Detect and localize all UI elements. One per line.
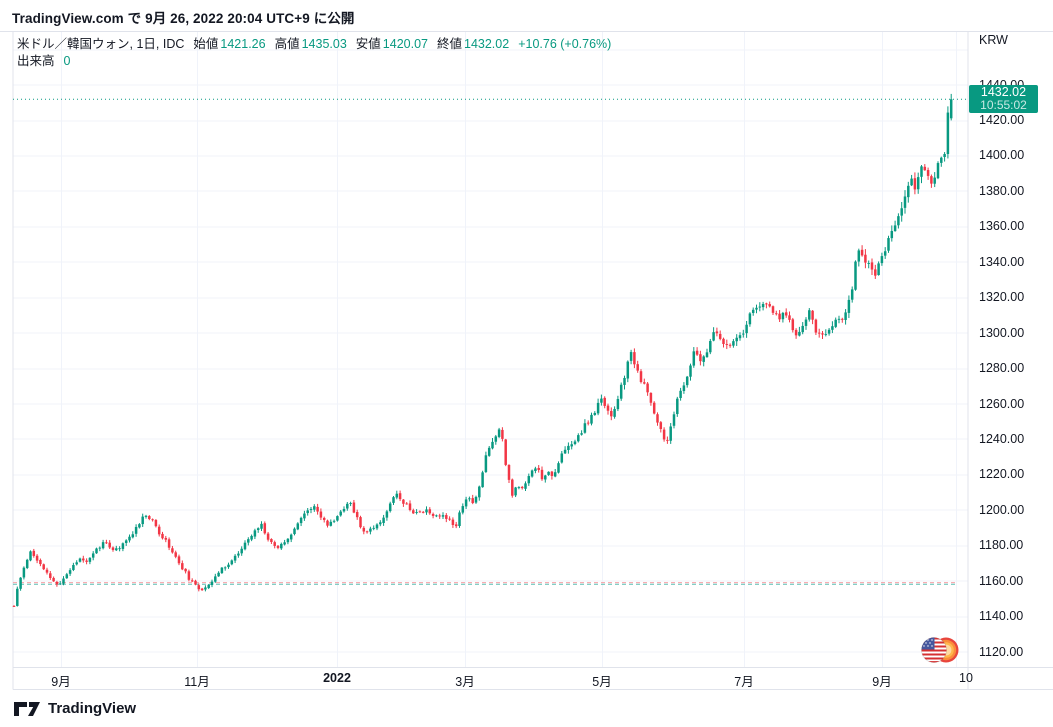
publish-text: TradingView.com で 9月 26, 2022 20:04 UTC+… [12, 11, 355, 26]
price-axis-label: 1300.00 [979, 325, 1025, 340]
price-axis-label: 1220.00 [979, 467, 1025, 482]
tradingview-logo-icon [14, 701, 40, 716]
close-value-pair: 終値 1432.02 [436, 37, 510, 51]
last-price-badge: 1432.02 10:55:02 [969, 85, 1038, 114]
price-axis-label: 1420.00 [979, 113, 1025, 128]
candlestick-series [12, 93, 953, 607]
symbol-title[interactable]: 米ドル／韓国ウォン, 1日, IDC [17, 37, 185, 51]
time-axis[interactable]: 9月 11月 2022 3月 5月 7月 9月 10 [0, 667, 1053, 689]
price-axis-label: 1200.00 [979, 502, 1025, 517]
brand-text: TradingView [48, 700, 137, 717]
bar-countdown: 10:55:02 [980, 98, 1027, 113]
price-axis-label: 1360.00 [979, 219, 1025, 234]
price-axis-label: 1280.00 [979, 361, 1025, 376]
price-axis-label: 1140.00 [979, 609, 1024, 624]
time-axis-label: 7月 [734, 675, 754, 689]
price-axis-label: 1240.00 [979, 431, 1025, 446]
open-value-pair: 始値 1421.26 [193, 37, 266, 51]
price-axis-currency: KRW [979, 33, 1008, 47]
change-value: +10.76 (+0.76%) [518, 37, 612, 51]
high-value-pair: 高値 1435.03 [274, 37, 347, 51]
symbol-pair-flags-icon[interactable] [920, 636, 960, 664]
time-axis-label: 11月 [184, 675, 210, 689]
price-axis-label: 1120.00 [979, 644, 1024, 659]
time-axis-label: 5月 [592, 675, 612, 689]
publish-info: TradingView.com で 9月 26, 2022 20:04 UTC+… [12, 7, 355, 27]
low-value-pair: 安値 1420.07 [355, 37, 428, 51]
volume-value: 0 [63, 54, 71, 68]
last-price-value: 1432.02 [980, 85, 1027, 100]
chart-legend: 米ドル／韓国ウォン, 1日, IDC 始値 1421.26 高値 1435.03 安… [17, 36, 611, 70]
price-axis-label: 1400.00 [979, 148, 1025, 163]
time-axis-label: 3月 [455, 675, 475, 689]
price-axis-label: 1160.00 [979, 573, 1024, 588]
price-axis-label: 1260.00 [979, 396, 1025, 411]
price-axis-label: 1180.00 [979, 538, 1024, 553]
tradingview-brand-link[interactable]: TradingView [13, 700, 136, 717]
price-axis[interactable]: 1440.001420.001400.001380.001360.001340.… [968, 31, 1053, 667]
volume-label: 出来高 [17, 54, 55, 68]
time-axis-label: 10 [959, 671, 973, 685]
price-axis-label: 1380.00 [979, 183, 1025, 198]
time-axis-label: 9月 [51, 675, 71, 689]
time-axis-label: 2022 [323, 671, 351, 685]
time-axis-label: 9月 [872, 675, 892, 689]
price-axis-label: 1340.00 [979, 254, 1025, 269]
price-axis-label: 1320.00 [979, 290, 1025, 305]
